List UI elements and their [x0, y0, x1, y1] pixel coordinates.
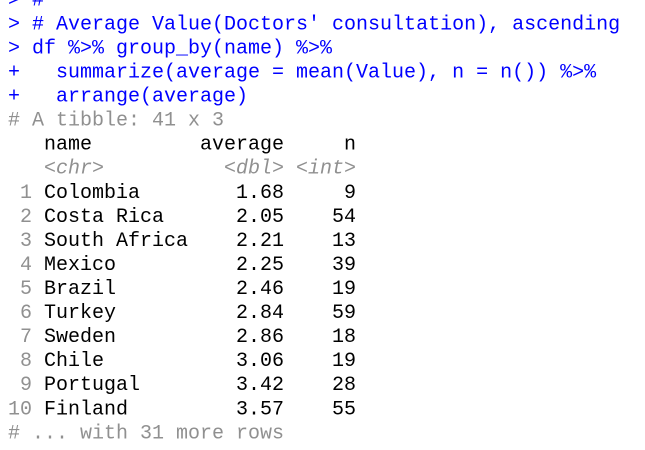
cell-name: Finland — [44, 398, 128, 421]
cell-average: 3.42 — [236, 374, 284, 397]
row-number: 4 — [20, 254, 32, 277]
cell-average: 2.86 — [236, 326, 284, 349]
command: # — [32, 0, 44, 12]
cell-name: South Africa — [44, 230, 188, 253]
cell-n: 39 — [332, 254, 356, 277]
column-type: <chr> — [44, 158, 104, 181]
tibble-header: # A tibble: 41 x 3 — [8, 110, 224, 133]
column-name: average — [200, 134, 284, 157]
cell-n: 28 — [332, 374, 356, 397]
cell-n: 9 — [344, 182, 356, 205]
row-number: 9 — [20, 374, 32, 397]
cell-average: 1.68 — [236, 182, 284, 205]
column-name: n — [344, 134, 356, 157]
column-name: name — [44, 134, 92, 157]
cell-n: 19 — [332, 350, 356, 373]
cell-name: Colombia — [44, 182, 140, 205]
row-number: 7 — [20, 326, 32, 349]
cell-n: 54 — [332, 206, 356, 229]
tibble-footer: # ... with 31 more rows — [8, 422, 284, 445]
cell-name: Mexico — [44, 254, 116, 277]
cell-name: Brazil — [44, 278, 116, 301]
prompt: + — [8, 86, 20, 109]
cell-average: 2.84 — [236, 302, 284, 325]
row-number: 1 — [20, 182, 32, 205]
cell-average: 3.06 — [236, 350, 284, 373]
prompt: + — [8, 61, 20, 84]
command: summarize(average = mean(Value), n = n()… — [56, 61, 597, 84]
command: df %>% group_by(name) %>% — [32, 37, 333, 60]
cell-name: Chile — [44, 350, 104, 373]
prompt: > — [8, 13, 20, 36]
cell-n: 18 — [332, 326, 356, 349]
row-number: 5 — [20, 278, 32, 301]
cell-average: 2.05 — [236, 206, 284, 229]
row-number: 2 — [20, 206, 32, 229]
cell-average: 3.57 — [236, 398, 284, 421]
column-type: <int> — [296, 158, 356, 181]
command: arrange(average) — [56, 86, 248, 109]
cell-average: 2.25 — [236, 254, 284, 277]
cell-average: 2.46 — [236, 278, 284, 301]
cell-n: 55 — [332, 398, 356, 421]
row-number: 10 — [8, 398, 32, 421]
cell-name: Turkey — [44, 302, 116, 325]
cell-name: Costa Rica — [44, 206, 164, 229]
row-number: 8 — [20, 350, 32, 373]
column-type: <dbl> — [224, 158, 284, 181]
command: # Average Value(Doctors' consultation), … — [32, 13, 620, 36]
row-number: 3 — [20, 230, 32, 253]
prompt: > — [8, 37, 20, 60]
cell-n: 13 — [332, 230, 356, 253]
row-number: 6 — [20, 302, 32, 325]
prompt: > — [8, 0, 20, 12]
cell-average: 2.21 — [236, 230, 284, 253]
cell-n: 19 — [332, 278, 356, 301]
cell-n: 59 — [332, 302, 356, 325]
cell-name: Portugal — [44, 374, 140, 397]
cell-name: Sweden — [44, 326, 116, 349]
